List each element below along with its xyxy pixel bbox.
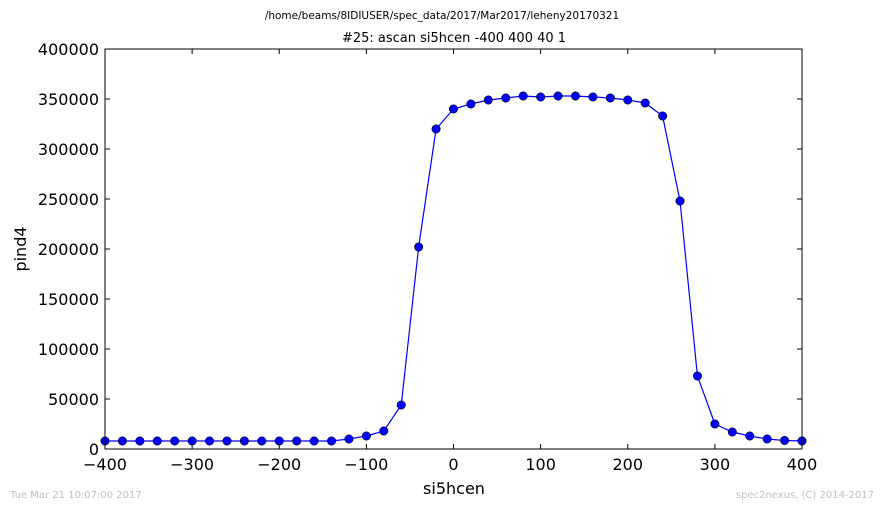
- data-point: [483, 95, 493, 105]
- x-tick-label: 100: [525, 455, 556, 474]
- data-point: [658, 111, 668, 121]
- x-axis-label: si5hcen: [423, 479, 485, 498]
- y-tick-label: 0: [89, 440, 99, 459]
- y-tick-label: 50000: [48, 390, 99, 409]
- data-point: [152, 436, 162, 446]
- x-tick-label: −300: [170, 455, 214, 474]
- data-point: [710, 419, 720, 429]
- data-point: [780, 435, 790, 445]
- data-point: [292, 436, 302, 446]
- x-tick-label: 300: [700, 455, 731, 474]
- data-point: [518, 91, 528, 101]
- y-axis-label: pind4: [11, 226, 30, 271]
- data-point: [448, 104, 458, 114]
- x-axis-ticks: −400 −300 −200 −100 0 100 200 300 400: [83, 49, 817, 474]
- data-point: [501, 93, 511, 103]
- data-point: [135, 436, 145, 446]
- data-point: [257, 436, 267, 446]
- data-point: [205, 436, 215, 446]
- data-point: [117, 436, 127, 446]
- x-tick-label: 0: [448, 455, 458, 474]
- x-tick-label: −100: [344, 455, 388, 474]
- data-point: [727, 427, 737, 437]
- data-point: [745, 431, 755, 441]
- figure-supertitle: /home/beams/8IDIUSER/spec_data/2017/Mar2…: [265, 10, 619, 22]
- y-tick-label: 400000: [38, 40, 99, 59]
- data-point: [466, 99, 476, 109]
- data-point: [536, 92, 546, 102]
- y-tick-label: 200000: [38, 240, 99, 259]
- x-tick-label: 400: [787, 455, 818, 474]
- y-tick-label: 300000: [38, 140, 99, 159]
- series-line: [105, 95, 803, 442]
- data-point: [762, 434, 772, 444]
- data-point: [379, 426, 389, 436]
- plot-data-layer: [100, 91, 807, 446]
- y-tick-label: 150000: [38, 290, 99, 309]
- data-point: [222, 436, 232, 446]
- data-point: [396, 400, 406, 410]
- data-point: [274, 436, 284, 446]
- x-tick-label: −200: [257, 455, 301, 474]
- x-tick-label: −400: [83, 455, 127, 474]
- y-tick-label: 100000: [38, 340, 99, 359]
- x-tick-label: 200: [612, 455, 643, 474]
- data-point: [623, 95, 633, 105]
- data-point: [675, 196, 685, 206]
- data-point: [640, 98, 650, 108]
- data-point: [344, 434, 354, 444]
- data-point: [187, 436, 197, 446]
- data-point: [431, 124, 441, 134]
- footer-timestamp: Tue Mar 21 10:07:00 2017: [9, 490, 142, 501]
- y-axis-ticks: 0 50000 100000 150000 200000 250000 300000 3500…: [38, 40, 802, 459]
- data-point: [309, 436, 319, 446]
- data-point: [239, 436, 249, 446]
- data-point: [361, 431, 371, 441]
- data-point: [327, 436, 337, 446]
- y-tick-label: 250000: [38, 190, 99, 209]
- y-tick-label: 350000: [38, 90, 99, 109]
- footer-copyright: spec2nexus, (C) 2014-2017: [736, 490, 874, 501]
- data-point: [692, 371, 702, 381]
- data-point: [605, 93, 615, 103]
- data-point: [170, 436, 180, 446]
- data-point: [588, 92, 598, 102]
- data-point: [570, 91, 580, 101]
- data-point: [553, 91, 563, 101]
- chart-title: #25: ascan si5hcen -400 400 40 1: [342, 31, 566, 46]
- data-point: [414, 242, 424, 252]
